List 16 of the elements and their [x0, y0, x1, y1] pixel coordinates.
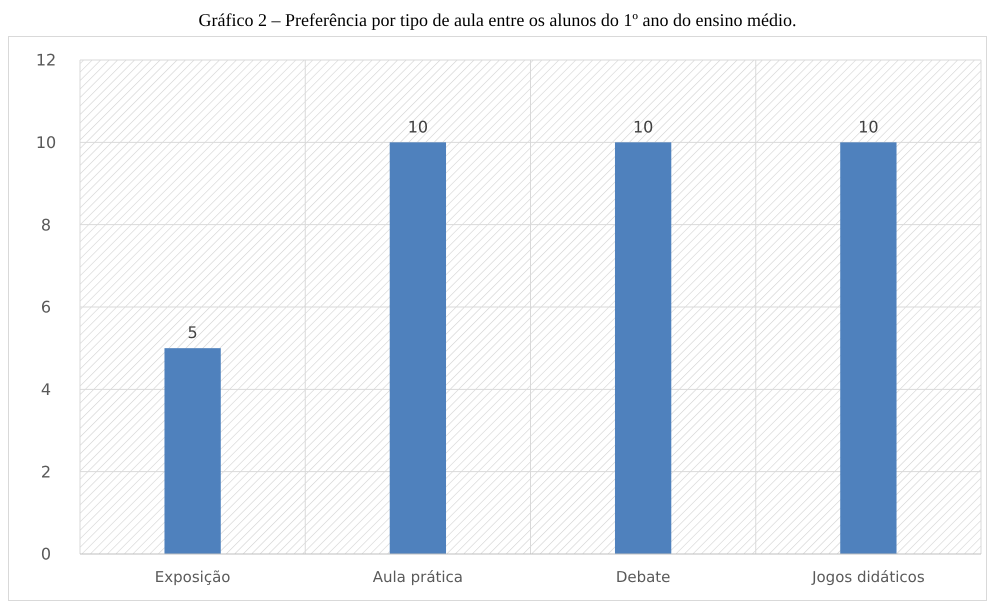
data-label: 10: [858, 117, 879, 136]
y-tick-label: 6: [40, 298, 52, 317]
y-tick-label: 8: [40, 215, 52, 234]
y-tick-label: 12: [36, 50, 56, 70]
data-label: 10: [408, 117, 428, 136]
data-label: 5: [188, 323, 198, 342]
chart-title: Gráfico 2 – Preferência por tipo de aula entre os alunos do 1º ano do ensino médio.: [198, 10, 796, 30]
data-label: 10: [632, 117, 654, 136]
x-tick-label: Aula prática: [372, 568, 464, 586]
x-tick-label: Exposição: [154, 568, 230, 586]
y-tick-label: 0: [40, 544, 52, 564]
x-tick-label: Jogos didáticos: [811, 568, 925, 586]
y-tick-label: 2: [40, 462, 52, 482]
y-tick-label: 4: [40, 380, 52, 399]
y-tick-label: 10: [36, 132, 56, 152]
x-tick-label: Debate: [616, 568, 670, 586]
